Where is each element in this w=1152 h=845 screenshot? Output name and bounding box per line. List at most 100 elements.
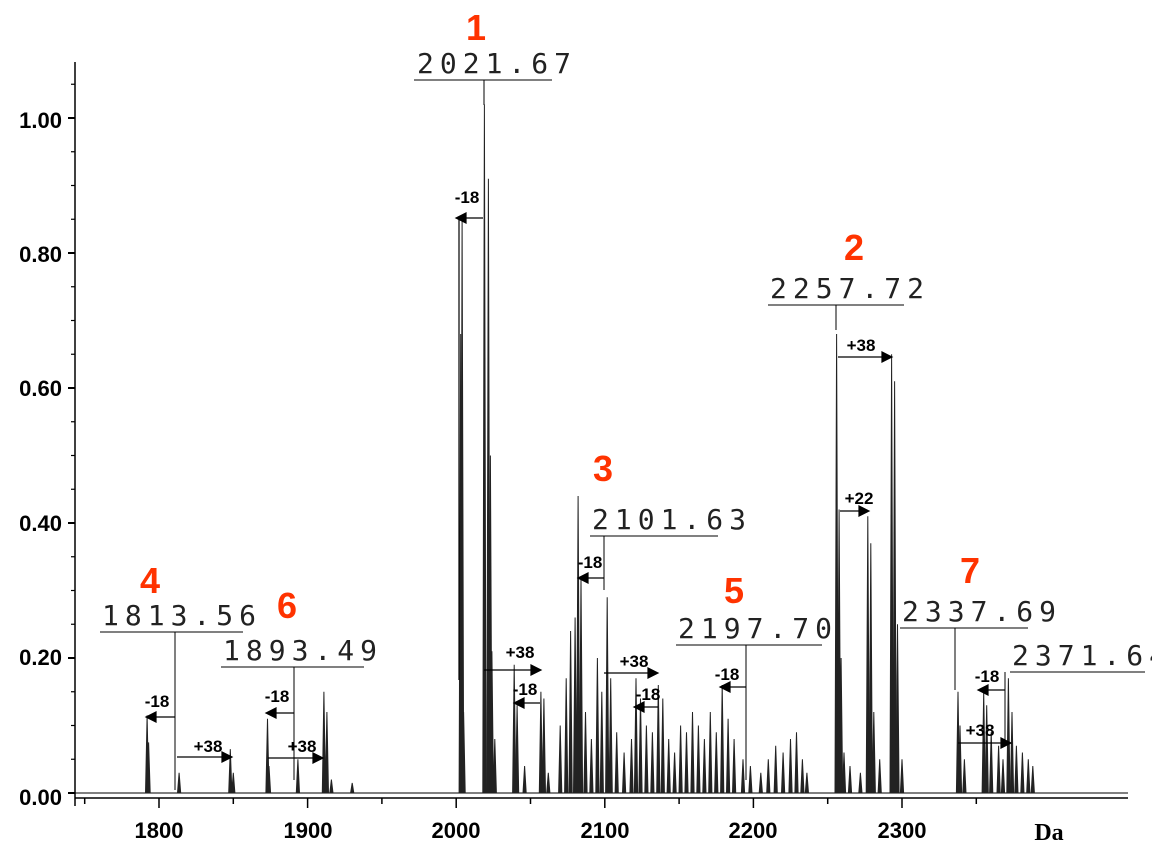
shift-label: -18 [455,188,480,207]
shift-label: -18 [145,692,170,711]
spectrum-peak [773,745,778,794]
spectrum-peak [1014,745,1019,794]
spectrum-peak [984,705,989,794]
mass-label: 1893.49 [223,634,383,667]
spectrum-peak [629,738,634,794]
spectrum-peak [329,779,334,794]
shift-label: -18 [513,680,538,699]
spectrum-peak [708,711,713,794]
spectrum-peak [578,576,584,794]
mass-label: 2021.67 [417,47,577,80]
spectrum-peak [608,678,613,794]
spectrum-peak [558,725,563,794]
shift-arrows [144,212,1013,764]
spectrum-peak [146,742,151,794]
spectrum-peak [656,684,661,794]
peak-number: 7 [960,550,980,591]
spectrum-peak [696,725,701,794]
spectrum-peak [492,738,497,794]
spectrum-peak [568,630,573,794]
peak-number: 2 [844,227,864,268]
spectrum-peak [266,765,272,794]
x-axis-title: Da [1034,820,1063,845]
spectrum-peak [847,765,853,794]
spectrum-peak [996,745,1001,794]
y-tick-label: 0.60 [19,376,62,401]
x-tick-label: 2100 [581,818,630,843]
spectrum-peak [794,732,799,794]
spectrum-peak [650,732,655,794]
shift-label: +38 [966,721,995,740]
x-tick-label: 1900 [284,818,333,843]
peak-number: 1 [466,7,486,48]
spectrum-peak [702,738,707,794]
mass-label: 2197.70 [678,612,838,645]
spectrum-peak [1030,765,1035,794]
spectrum-peak [599,691,604,794]
spectrum-peak [957,725,963,794]
spectrum-peak [766,759,771,794]
spectrum-peak [177,772,182,794]
x-tick-label: 2000 [432,818,481,843]
spectrum-peak [758,772,763,794]
spectrum-peak [804,772,809,794]
mass-label: 2371.64 [1012,639,1152,672]
peak-number: 5 [724,570,744,611]
spectrum-peak [231,772,236,794]
spectrum-peaks [145,104,1035,794]
spectrum-peak [788,738,793,794]
x-tick-label: 2200 [729,818,778,843]
spectrum-peak [538,691,543,794]
y-tick-label: 0.00 [19,785,62,810]
spectrum-peak [512,664,517,794]
spectrum-peak [781,752,786,794]
shift-label: -18 [578,553,603,572]
spectrum-peak [1006,678,1011,794]
shift-label: +38 [620,652,649,671]
spectrum-peak [1020,752,1025,794]
spectrum-peak [546,772,551,794]
spectrum-peak [672,752,677,794]
spectrum-peak [583,711,588,794]
spectrum-peak [228,749,233,794]
shift-label: -18 [636,685,661,704]
x-tick-label: 2300 [878,818,927,843]
spectrum-peak [895,624,900,794]
spectrum-peak [889,354,894,794]
spectrum-peak [564,678,569,794]
spectrum-peak [841,752,847,794]
spectrum-peak [515,705,520,794]
spectrum-peak [1026,759,1031,794]
spectrum-peak [834,333,839,794]
mass-label: 2257.72 [770,272,930,305]
spectrum-peak [638,698,643,794]
y-tick-label: 0.20 [19,645,62,670]
shift-label: +38 [847,336,876,355]
spectrum-peak [858,772,863,794]
shift-label: -18 [715,665,740,684]
spectrum-peak [460,219,465,794]
mass-label: 2337.69 [902,595,1062,628]
spectrum-peak [633,678,639,794]
spectrum-peak [614,732,619,794]
spectrum-peak [678,725,683,794]
spectrum-peak [714,732,719,794]
spectrum-peak [865,516,870,794]
spectrum-peak [295,759,300,794]
peak-number: 3 [593,448,613,489]
mass-label: 2101.63 [592,503,752,536]
peak-number: 6 [277,585,297,626]
peak-number: 4 [140,560,160,601]
shift-label: +38 [288,737,317,756]
spectrum-peak [350,782,355,794]
spectrum-peak [461,711,466,794]
spectrum-peak [690,711,695,794]
spectrum-peak [644,725,649,794]
spectrum-peak [720,684,725,794]
shift-label: -18 [265,687,290,706]
shift-label: +22 [845,489,874,508]
spectrum-peak [684,732,689,794]
y-tick-label: 0.40 [19,511,62,536]
mass-label: 1813.56 [102,599,262,632]
